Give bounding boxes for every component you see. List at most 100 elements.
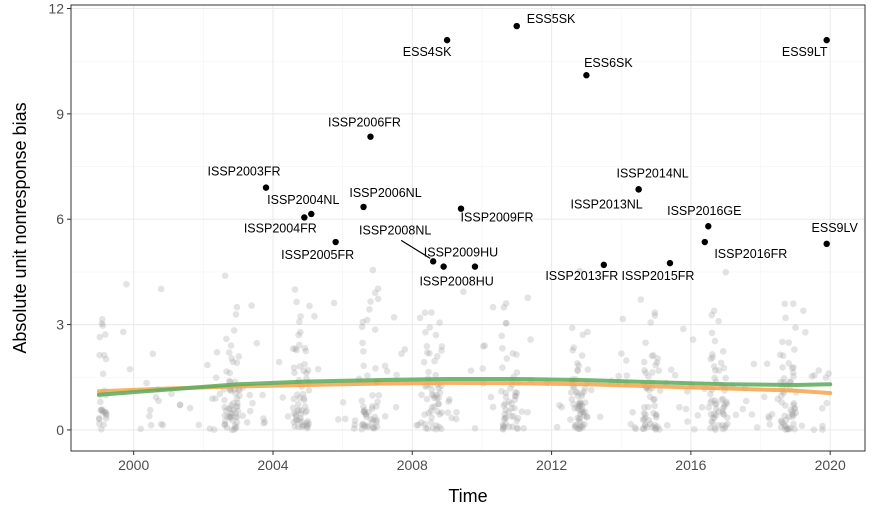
x-tick-label: 2020	[815, 457, 846, 473]
background-point	[176, 401, 184, 409]
background-point	[423, 395, 431, 403]
background-point	[581, 399, 589, 406]
background-point	[335, 416, 342, 423]
highlighted-points	[262, 22, 830, 270]
background-point	[422, 328, 429, 336]
background-point	[763, 360, 771, 368]
background-point	[294, 407, 301, 415]
background-point	[646, 420, 654, 428]
background-point	[226, 369, 234, 377]
background-point	[176, 401, 184, 409]
background-point	[260, 419, 268, 427]
background-point	[583, 413, 591, 420]
background-point	[359, 420, 367, 428]
background-point	[422, 424, 430, 432]
background-point	[789, 369, 797, 376]
background-point	[293, 417, 301, 424]
background-point	[425, 409, 433, 417]
background-point	[210, 426, 218, 433]
background-point	[708, 397, 716, 404]
background-point	[358, 425, 366, 433]
background-point	[615, 372, 622, 380]
smooth-lines	[96, 377, 833, 397]
background-point	[623, 357, 630, 364]
background-point	[291, 423, 299, 430]
point-label: ISSP2009FR	[461, 211, 534, 225]
background-point	[246, 407, 254, 415]
background-point	[487, 393, 495, 401]
background-point	[423, 349, 431, 356]
background-point	[371, 413, 379, 421]
background-point	[261, 418, 269, 426]
background-point	[208, 395, 216, 403]
background-point	[778, 418, 786, 425]
background-point	[305, 386, 313, 394]
background-point	[393, 371, 400, 379]
background-point	[96, 420, 103, 428]
background-point	[791, 346, 798, 353]
y-tick-label: 0	[56, 422, 64, 438]
background-point	[433, 394, 440, 402]
background-point	[366, 306, 373, 313]
point-label: ISSP2006FR	[328, 116, 401, 130]
background-point	[619, 315, 627, 323]
x-tick-label: 2012	[536, 457, 567, 473]
background-point	[502, 393, 510, 401]
background-point	[579, 331, 587, 339]
background-point	[314, 365, 322, 373]
background-point	[810, 426, 818, 434]
background-point	[712, 411, 720, 419]
background-point	[373, 423, 381, 430]
background-point	[722, 422, 729, 430]
background-point	[290, 410, 298, 417]
background-point	[290, 395, 298, 403]
background-point	[709, 419, 717, 427]
background-point	[651, 402, 658, 410]
background-point	[505, 408, 513, 416]
background-point	[500, 402, 508, 409]
background-point	[647, 319, 655, 326]
background-point	[100, 351, 108, 359]
background-point	[289, 404, 297, 412]
background-point	[578, 390, 586, 397]
background-point	[291, 369, 298, 376]
background-point	[645, 416, 653, 424]
background-point	[779, 420, 787, 427]
background-point	[433, 422, 440, 429]
background-point	[500, 423, 507, 430]
background-point	[514, 425, 521, 433]
background-point	[513, 351, 520, 358]
point-label: ISSP2016FR	[714, 247, 787, 261]
background-point	[698, 404, 706, 411]
background-point	[760, 393, 768, 401]
background-point	[642, 339, 649, 347]
background-point	[787, 406, 794, 414]
background-point	[642, 411, 649, 418]
background-point	[232, 410, 240, 417]
background-point	[576, 400, 584, 407]
background-point	[360, 408, 368, 416]
background-point	[650, 409, 657, 417]
background-point	[618, 350, 625, 357]
background-point	[467, 367, 475, 374]
x-tick-label: 2016	[675, 457, 706, 473]
background-point	[639, 425, 647, 432]
background-point	[514, 414, 522, 422]
background-point	[222, 407, 230, 414]
background-point	[212, 374, 220, 381]
background-point	[433, 425, 440, 433]
background-point	[502, 300, 510, 307]
highlight-point	[666, 259, 674, 267]
background-point	[511, 392, 519, 400]
background-point	[350, 425, 358, 432]
background-point	[790, 364, 797, 371]
background-point	[302, 347, 310, 355]
background-point	[301, 360, 308, 368]
background-point	[574, 366, 581, 374]
background-point	[298, 418, 305, 426]
background-point	[417, 419, 425, 426]
background-point	[424, 425, 432, 432]
background-point	[790, 399, 798, 407]
background-point	[509, 423, 516, 430]
background-point	[390, 313, 398, 321]
